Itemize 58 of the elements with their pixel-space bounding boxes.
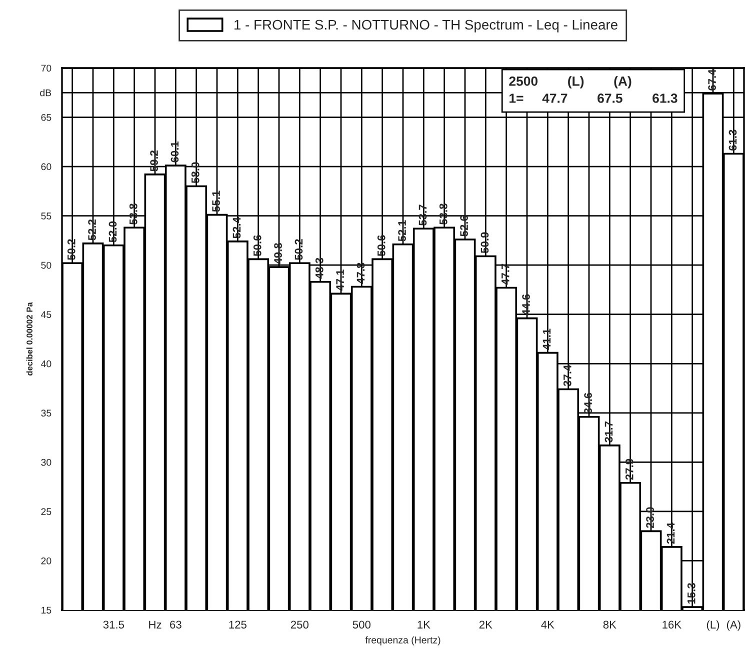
data-label: 34.6 [584,392,592,414]
y-tick-label: 70 [41,64,52,72]
x-tick-label: (L) [706,620,720,631]
x-tick-label: (A) [726,620,740,631]
data-label: 52.0 [108,221,117,242]
x-tick-label: Hz [149,620,162,628]
data-label: 21.4 [666,522,675,544]
data-label: 15.3 [687,583,696,604]
data-label: 23.0 [646,507,654,528]
data-label: 53.8 [439,204,448,225]
y-tick-label: 60 [41,163,52,170]
data-label: 50.6 [253,235,262,256]
y-tick-label: 50 [41,262,52,269]
y-axis-title: decibel 0.00002 Pa [26,302,32,376]
data-label: 41.1 [542,328,551,350]
x-tick-label: 8K [603,620,616,629]
data-label: 31.7 [604,422,613,442]
legend-label: 1 - FRONTE S.P. - NOTTURNO - TH Spectrum - Leq - Lineare [234,19,618,32]
data-label: 50.9 [480,232,489,254]
data-label: 50.6 [377,235,386,256]
x-tick-label: 125 [229,620,246,629]
x-tick-label: 250 [290,620,308,629]
data-label: 67.4 [708,69,716,90]
data-label: 52.4 [232,217,241,238]
x-tick-label: 16K [662,620,682,629]
data-label: 61.3 [728,130,737,151]
x-tick-label: 63 [170,620,182,629]
data-label: 55.1 [212,190,220,212]
data-label: 50.2 [294,239,303,260]
data-label: 53.8 [129,204,138,225]
data-label: 52.1 [398,220,406,242]
data-label: 47.1 [336,270,344,291]
y-tick-label: dB [40,89,52,96]
y-tick-label: 40 [40,360,52,368]
data-label: 49.8 [274,243,282,264]
x-tick-label: 31.5 [103,620,124,629]
y-tick-label: 25 [41,508,52,516]
y-tick-label: 65 [41,114,52,121]
data-label: 59.2 [150,150,158,172]
y-tick-label: 35 [41,410,52,417]
x-axis-title: frequenza (Hertz) [365,636,440,646]
x-tick-label: 500 [352,620,370,629]
data-label: 50.2 [67,239,76,260]
y-tick-label: 45 [40,311,52,318]
data-label: 60.1 [170,141,179,162]
x-tick-label: 1K [418,620,430,628]
y-tick-label: 55 [41,212,52,220]
y-tick-label: 15 [42,606,52,614]
data-label: 37.4 [563,364,572,386]
x-tick-label: 4K [541,620,554,628]
data-label: 52.6 [460,215,468,236]
data-label: 53.7 [418,204,427,226]
data-label: 52.2 [88,219,96,240]
annotation: 1= 47.7 67.5 61.3 [510,94,678,103]
y-tick-label: 30 [41,458,52,466]
annotation: 2500 (L) (A) [509,76,632,88]
y-tick-label: 20 [41,557,52,564]
x-tick-label: 2K [479,620,492,628]
